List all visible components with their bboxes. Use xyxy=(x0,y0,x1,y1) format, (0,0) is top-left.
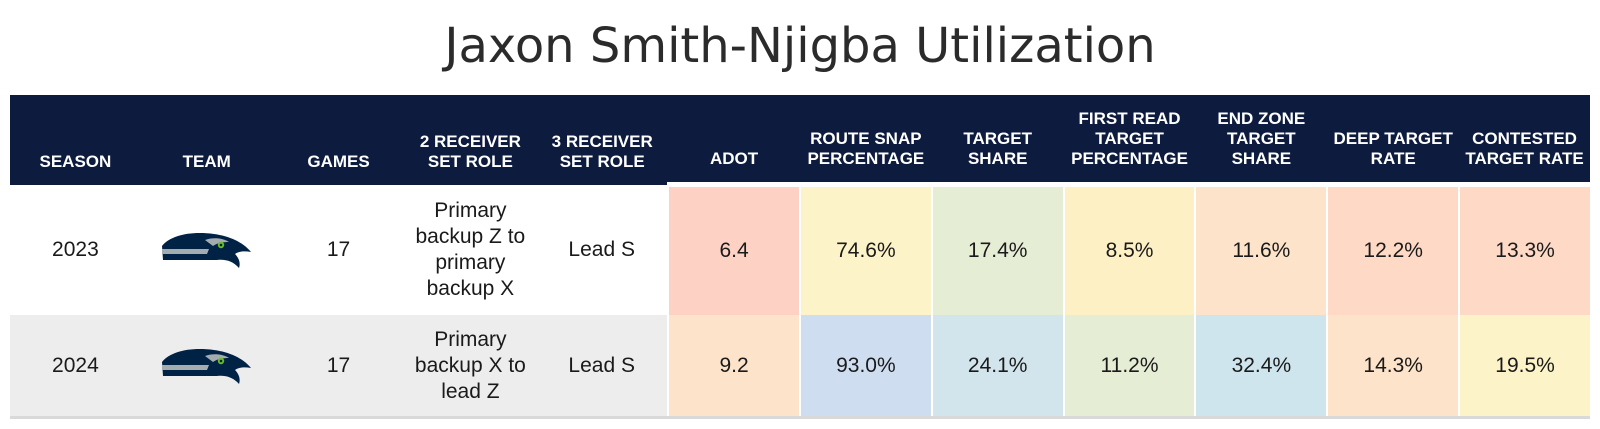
header-end-zone-target-share[interactable]: END ZONE TARGET SHARE xyxy=(1195,95,1328,185)
header-route-snap-percentage[interactable]: ROUTE SNAP PERCENTAGE xyxy=(799,95,932,185)
header-2-receiver-set-role[interactable]: 2 RECEIVER SET ROLE xyxy=(404,95,537,185)
header-row: SEASON TEAM GAMES 2 RECEIVER SET ROLE 3 … xyxy=(10,95,1590,185)
seahawks-logo-icon xyxy=(161,232,251,268)
header-3-receiver-set-role[interactable]: 3 RECEIVER SET ROLE xyxy=(536,95,669,185)
two-receiver-role-cell: Primary backup X to lead Z xyxy=(404,315,537,418)
seahawks-logo-icon xyxy=(161,348,251,384)
header-contested-target-rate[interactable]: CONTESTED TARGET RATE xyxy=(1459,95,1590,185)
end-zone-target-share-cell: 11.6% xyxy=(1194,182,1328,315)
target-share-cell: 24.1% xyxy=(930,315,1064,418)
route-snap-percentage-cell: 74.6% xyxy=(798,182,932,315)
two-receiver-role-cell: Primary backup Z to primary backup X xyxy=(404,184,537,315)
deep-target-rate-cell: 14.3% xyxy=(1326,315,1460,418)
target-share-cell: 17.4% xyxy=(930,182,1064,315)
games-cell: 17 xyxy=(272,315,405,418)
header-first-read-target-percentage[interactable]: FIRST READ TARGET PERCENTAGE xyxy=(1063,95,1196,185)
utilization-table: SEASON TEAM GAMES 2 RECEIVER SET ROLE 3 … xyxy=(10,95,1590,419)
header-games[interactable]: GAMES xyxy=(272,95,405,185)
season-cell: 2024 xyxy=(10,315,141,418)
first-read-target-percentage-cell: 8.5% xyxy=(1062,182,1196,315)
header-target-share[interactable]: TARGET SHARE xyxy=(931,95,1064,185)
three-receiver-role-cell: Lead S xyxy=(536,184,669,315)
team-cell xyxy=(140,315,273,418)
end-zone-target-share-cell: 32.4% xyxy=(1194,315,1328,418)
two-receiver-role-text: Primary backup X to lead Z xyxy=(414,327,526,403)
two-receiver-role-text: Primary backup Z to primary backup X xyxy=(415,198,526,300)
header-adot[interactable]: ADOT xyxy=(668,95,800,185)
games-cell: 17 xyxy=(272,184,405,315)
adot-cell: 6.4 xyxy=(667,182,800,315)
table-row: 2023 17 Primary backup Z to primary back… xyxy=(10,182,1590,315)
header-team[interactable]: TEAM xyxy=(140,95,273,185)
first-read-target-percentage-cell: 11.2% xyxy=(1062,315,1196,418)
season-cell: 2023 xyxy=(10,184,141,315)
three-receiver-role-cell: Lead S xyxy=(536,315,669,418)
adot-cell: 9.2 xyxy=(667,315,800,418)
contested-target-rate-cell: 13.3% xyxy=(1458,182,1590,315)
deep-target-rate-cell: 12.2% xyxy=(1326,182,1460,315)
header-season[interactable]: SEASON xyxy=(10,95,141,185)
contested-target-rate-cell: 19.5% xyxy=(1458,315,1590,418)
table-row: 2024 17 Primary backup X to lead Z Lead … xyxy=(10,315,1590,418)
team-cell xyxy=(140,184,273,315)
page-title: Jaxon Smith-Njigba Utilization xyxy=(444,18,1156,74)
route-snap-percentage-cell: 93.0% xyxy=(798,315,932,418)
header-deep-target-rate[interactable]: DEEP TARGET RATE xyxy=(1327,95,1460,185)
